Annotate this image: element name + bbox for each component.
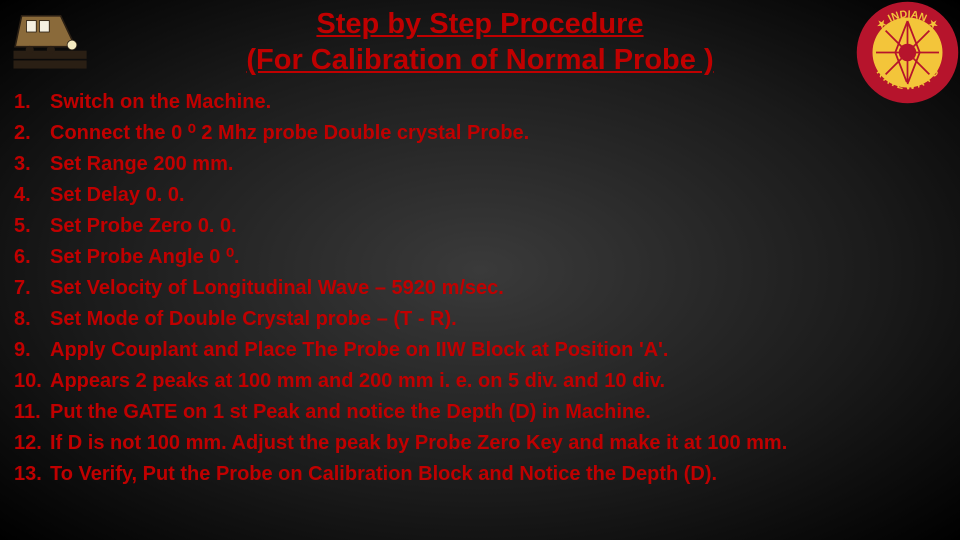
list-item: 2.Connect the 0 ⁰ 2 Mhz probe Double cry… — [14, 118, 946, 149]
list-item: 8.Set Mode of Double Crystal probe – (T … — [14, 304, 946, 335]
slide-title: Step by Step Procedure (For Calibration … — [8, 6, 952, 79]
list-item: 5.Set Probe Zero 0. 0. — [14, 211, 946, 242]
list-item: 6.Set Probe Angle 0 ⁰. — [14, 242, 946, 273]
list-item: 4.Set Delay 0. 0. — [14, 180, 946, 211]
item-text: Set Mode of Double Crystal probe – (T - … — [50, 304, 457, 335]
item-text: Switch on the Machine. — [50, 87, 271, 118]
item-text: Set Velocity of Longitudinal Wave – 5920… — [50, 273, 504, 304]
item-number: 10. — [14, 366, 50, 397]
indian-railways-logo-icon: ★ INDIAN ★ R A I L W A Y S — [855, 0, 960, 105]
list-item: 13. To Verify, Put the Probe on Calibrat… — [14, 459, 946, 490]
item-number: 1. — [14, 87, 50, 118]
item-text: Connect the 0 ⁰ 2 Mhz probe Double cryst… — [50, 118, 529, 149]
item-text: Set Delay 0. 0. — [50, 180, 185, 211]
item-number: 2. — [14, 118, 50, 149]
item-text: To Verify, Put the Probe on Calibration … — [50, 459, 717, 490]
train-logo-icon — [10, 6, 95, 71]
item-text: Set Range 200 mm. — [50, 149, 233, 180]
item-number: 9. — [14, 335, 50, 366]
item-number: 7. — [14, 273, 50, 304]
item-text: Put the GATE on 1 st Peak and notice the… — [50, 397, 651, 428]
item-number: 4. — [14, 180, 50, 211]
item-number: 11. — [14, 397, 50, 428]
item-number: 6. — [14, 242, 50, 273]
item-text: If D is not 100 mm. Adjust the peak by P… — [50, 428, 787, 459]
item-number: 8. — [14, 304, 50, 335]
item-number: 3. — [14, 149, 50, 180]
title-line-2: (For Calibration of Normal Probe ) — [246, 44, 713, 76]
list-item: 3.Set Range 200 mm. — [14, 149, 946, 180]
item-text: Set Probe Zero 0. 0. — [50, 211, 237, 242]
list-item: 7.Set Velocity of Longitudinal Wave – 59… — [14, 273, 946, 304]
slide: ★ INDIAN ★ R A I L W A Y S Step by Step … — [0, 0, 960, 540]
item-number: 12. — [14, 428, 50, 459]
procedure-list: 1.Switch on the Machine. 2.Connect the 0… — [8, 87, 952, 490]
item-number: 13. — [14, 459, 50, 490]
item-text: Set Probe Angle 0 ⁰. — [50, 242, 240, 273]
list-item: 10. Appears 2 peaks at 100 mm and 200 mm… — [14, 366, 946, 397]
list-item: 9.Apply Couplant and Place The Probe on … — [14, 335, 946, 366]
item-text: Apply Couplant and Place The Probe on II… — [50, 335, 668, 366]
item-number: 5. — [14, 211, 50, 242]
list-item: 1.Switch on the Machine. — [14, 87, 946, 118]
list-item: 11. Put the GATE on 1 st Peak and notice… — [14, 397, 946, 428]
list-item: 12. If D is not 100 mm. Adjust the peak … — [14, 428, 946, 459]
title-line-1: Step by Step Procedure — [316, 8, 643, 40]
item-text: Appears 2 peaks at 100 mm and 200 mm i. … — [50, 366, 665, 397]
